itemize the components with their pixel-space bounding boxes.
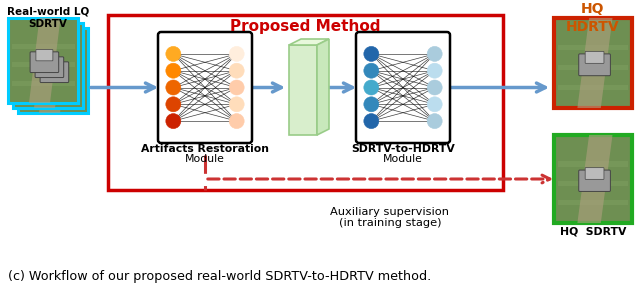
FancyBboxPatch shape [35, 57, 64, 78]
Text: SDRTV: SDRTV [29, 19, 67, 29]
Circle shape [364, 97, 379, 112]
Circle shape [229, 80, 244, 95]
Circle shape [427, 80, 442, 95]
Text: Module: Module [383, 154, 423, 164]
Text: SDRTV-to-HDRTV: SDRTV-to-HDRTV [351, 144, 455, 154]
Text: Auxiliary supervision: Auxiliary supervision [330, 207, 449, 217]
Circle shape [229, 63, 244, 78]
Bar [13, 23, 83, 108]
Bar [12, 44, 74, 49]
Text: Artifacts Restoration: Artifacts Restoration [141, 144, 269, 154]
FancyBboxPatch shape [585, 52, 604, 63]
FancyBboxPatch shape [356, 32, 450, 143]
Circle shape [364, 46, 379, 61]
FancyBboxPatch shape [579, 54, 611, 76]
Circle shape [427, 113, 442, 128]
Text: HQ: HQ [581, 2, 605, 16]
Circle shape [364, 113, 379, 128]
Bar [558, 181, 628, 186]
Bar [17, 67, 79, 72]
Bar [108, 15, 503, 190]
Bar [22, 53, 84, 59]
Text: Real-world LQ: Real-world LQ [7, 6, 89, 16]
Bar [558, 161, 628, 167]
FancyBboxPatch shape [30, 52, 59, 72]
Bar [558, 85, 628, 90]
Circle shape [166, 46, 181, 61]
FancyBboxPatch shape [40, 62, 68, 83]
Text: Proposed Method: Proposed Method [230, 19, 381, 34]
Circle shape [427, 97, 442, 112]
Circle shape [229, 97, 244, 112]
Text: HDRTV: HDRTV [566, 20, 620, 34]
Bar [554, 18, 632, 108]
Bar [18, 28, 88, 113]
Text: HQ  SDRTV: HQ SDRTV [560, 227, 626, 237]
Polygon shape [39, 28, 70, 113]
FancyBboxPatch shape [585, 168, 604, 179]
Bar [8, 18, 78, 103]
Circle shape [427, 63, 442, 78]
Text: (c) Workflow of our proposed real-world SDRTV-to-HDRTV method.: (c) Workflow of our proposed real-world … [8, 270, 431, 283]
Bar [554, 135, 632, 223]
Polygon shape [29, 18, 61, 103]
Text: Module: Module [185, 154, 225, 164]
FancyBboxPatch shape [158, 32, 252, 143]
Circle shape [427, 46, 442, 61]
Polygon shape [289, 39, 329, 45]
Circle shape [229, 46, 244, 61]
Bar [17, 86, 79, 91]
Circle shape [166, 97, 181, 112]
FancyBboxPatch shape [36, 50, 53, 61]
Circle shape [364, 80, 379, 95]
Polygon shape [317, 39, 329, 135]
FancyBboxPatch shape [46, 59, 63, 71]
Polygon shape [577, 135, 612, 223]
Polygon shape [577, 18, 612, 108]
Polygon shape [289, 45, 317, 135]
Bar [12, 81, 74, 86]
Circle shape [166, 113, 181, 128]
Bar [558, 200, 628, 205]
Circle shape [166, 63, 181, 78]
Text: (in training stage): (in training stage) [339, 218, 441, 228]
Polygon shape [34, 23, 65, 108]
Circle shape [364, 63, 379, 78]
Bar [17, 48, 79, 53]
Bar [22, 91, 84, 96]
Circle shape [229, 113, 244, 128]
FancyBboxPatch shape [41, 55, 58, 66]
Bar [558, 65, 628, 70]
FancyBboxPatch shape [579, 170, 611, 191]
Bar [558, 45, 628, 50]
Circle shape [166, 80, 181, 95]
Bar [22, 72, 84, 77]
Bar [12, 62, 74, 67]
